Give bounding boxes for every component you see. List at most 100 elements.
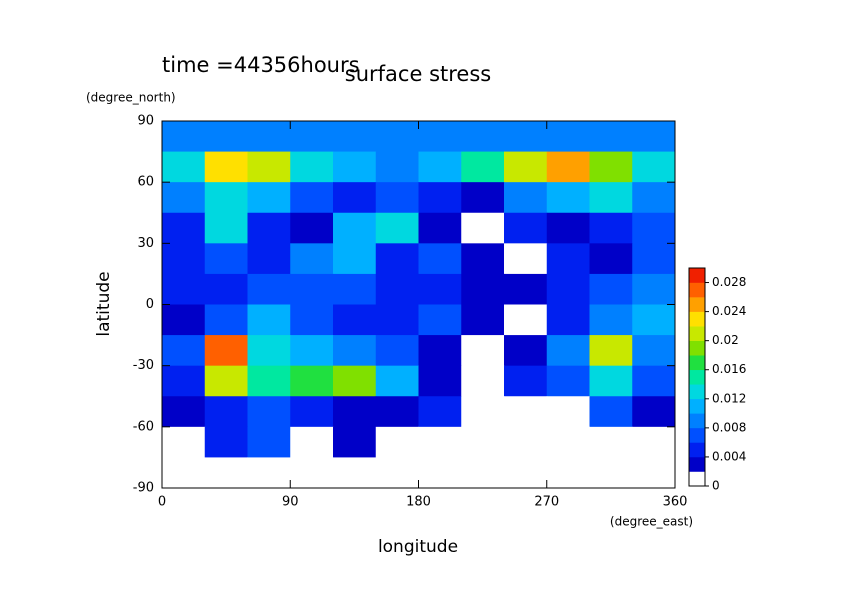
cell bbox=[162, 335, 206, 367]
cell bbox=[290, 457, 334, 489]
cell bbox=[375, 151, 419, 183]
cell bbox=[418, 457, 462, 489]
cell bbox=[290, 396, 334, 428]
cell bbox=[418, 182, 462, 214]
cell bbox=[504, 182, 548, 214]
cell bbox=[632, 304, 676, 336]
cell bbox=[333, 426, 377, 458]
cell bbox=[461, 335, 505, 367]
cell bbox=[290, 182, 334, 214]
cell bbox=[204, 212, 248, 244]
cell bbox=[333, 365, 377, 397]
colorbar-swatch bbox=[689, 311, 705, 327]
cell bbox=[204, 457, 248, 489]
cell bbox=[333, 243, 377, 275]
colorbar-swatch bbox=[689, 384, 705, 400]
cell bbox=[162, 151, 206, 183]
colorbar-tick-label: 0.028 bbox=[712, 275, 746, 289]
cell bbox=[632, 243, 676, 275]
cell bbox=[290, 243, 334, 275]
cell bbox=[546, 304, 590, 336]
cell bbox=[375, 365, 419, 397]
cell bbox=[162, 365, 206, 397]
cell bbox=[589, 335, 633, 367]
cell bbox=[632, 426, 676, 458]
cell bbox=[589, 426, 633, 458]
cell bbox=[632, 212, 676, 244]
colorbar-swatch bbox=[689, 282, 705, 298]
x-tick-label: 90 bbox=[282, 495, 299, 510]
colorbar-tick-label: 0.016 bbox=[712, 362, 746, 376]
cell bbox=[375, 212, 419, 244]
cell bbox=[204, 151, 248, 183]
cell bbox=[461, 243, 505, 275]
cell bbox=[375, 457, 419, 489]
cell bbox=[589, 273, 633, 305]
cell bbox=[247, 151, 291, 183]
cell bbox=[589, 304, 633, 336]
field bbox=[162, 121, 676, 489]
cell bbox=[204, 182, 248, 214]
cell bbox=[546, 121, 590, 153]
x-tick-label: 360 bbox=[663, 495, 688, 510]
y-tick-label: -30 bbox=[133, 358, 154, 373]
colorbar-swatch bbox=[689, 340, 705, 356]
cell bbox=[589, 212, 633, 244]
cell bbox=[504, 426, 548, 458]
cell bbox=[418, 365, 462, 397]
cell bbox=[333, 304, 377, 336]
cell bbox=[461, 365, 505, 397]
cell bbox=[162, 182, 206, 214]
cell bbox=[461, 151, 505, 183]
cell bbox=[204, 426, 248, 458]
cell bbox=[247, 212, 291, 244]
cell bbox=[333, 335, 377, 367]
cell bbox=[546, 335, 590, 367]
cell bbox=[247, 396, 291, 428]
cell bbox=[247, 426, 291, 458]
cell bbox=[418, 121, 462, 153]
y-axis-label: latitude bbox=[94, 271, 114, 336]
cell bbox=[504, 212, 548, 244]
x-axis-label: longitude bbox=[378, 537, 458, 557]
cell bbox=[204, 121, 248, 153]
colorbar-swatch bbox=[689, 471, 705, 487]
cell bbox=[375, 396, 419, 428]
cell bbox=[504, 335, 548, 367]
colorbar-swatch bbox=[689, 427, 705, 443]
cell bbox=[418, 335, 462, 367]
cell bbox=[546, 212, 590, 244]
cell bbox=[247, 365, 291, 397]
cell bbox=[247, 243, 291, 275]
cell bbox=[162, 426, 206, 458]
cell bbox=[375, 121, 419, 153]
cell bbox=[418, 426, 462, 458]
cell bbox=[418, 304, 462, 336]
cell bbox=[418, 212, 462, 244]
cell bbox=[589, 243, 633, 275]
x-tick-label: 270 bbox=[534, 495, 559, 510]
cell bbox=[290, 426, 334, 458]
cell bbox=[632, 182, 676, 214]
y-tick-label: 90 bbox=[137, 114, 154, 129]
x-tick-label: 180 bbox=[406, 495, 431, 510]
chart-subtitle: time =44356hours bbox=[162, 53, 360, 77]
cell bbox=[461, 121, 505, 153]
cell bbox=[162, 304, 206, 336]
cell bbox=[632, 121, 676, 153]
cell bbox=[204, 273, 248, 305]
cell bbox=[461, 457, 505, 489]
cell bbox=[546, 457, 590, 489]
colorbar-swatch bbox=[689, 268, 705, 283]
cell bbox=[247, 457, 291, 489]
cell bbox=[546, 273, 590, 305]
cell bbox=[504, 365, 548, 397]
cell bbox=[504, 151, 548, 183]
colorbar-swatch bbox=[689, 297, 705, 312]
y-tick-label: 60 bbox=[137, 175, 154, 190]
cell bbox=[333, 457, 377, 489]
y-tick-label: -60 bbox=[133, 419, 154, 434]
cell bbox=[333, 121, 377, 153]
cell bbox=[632, 335, 676, 367]
cell bbox=[589, 121, 633, 153]
